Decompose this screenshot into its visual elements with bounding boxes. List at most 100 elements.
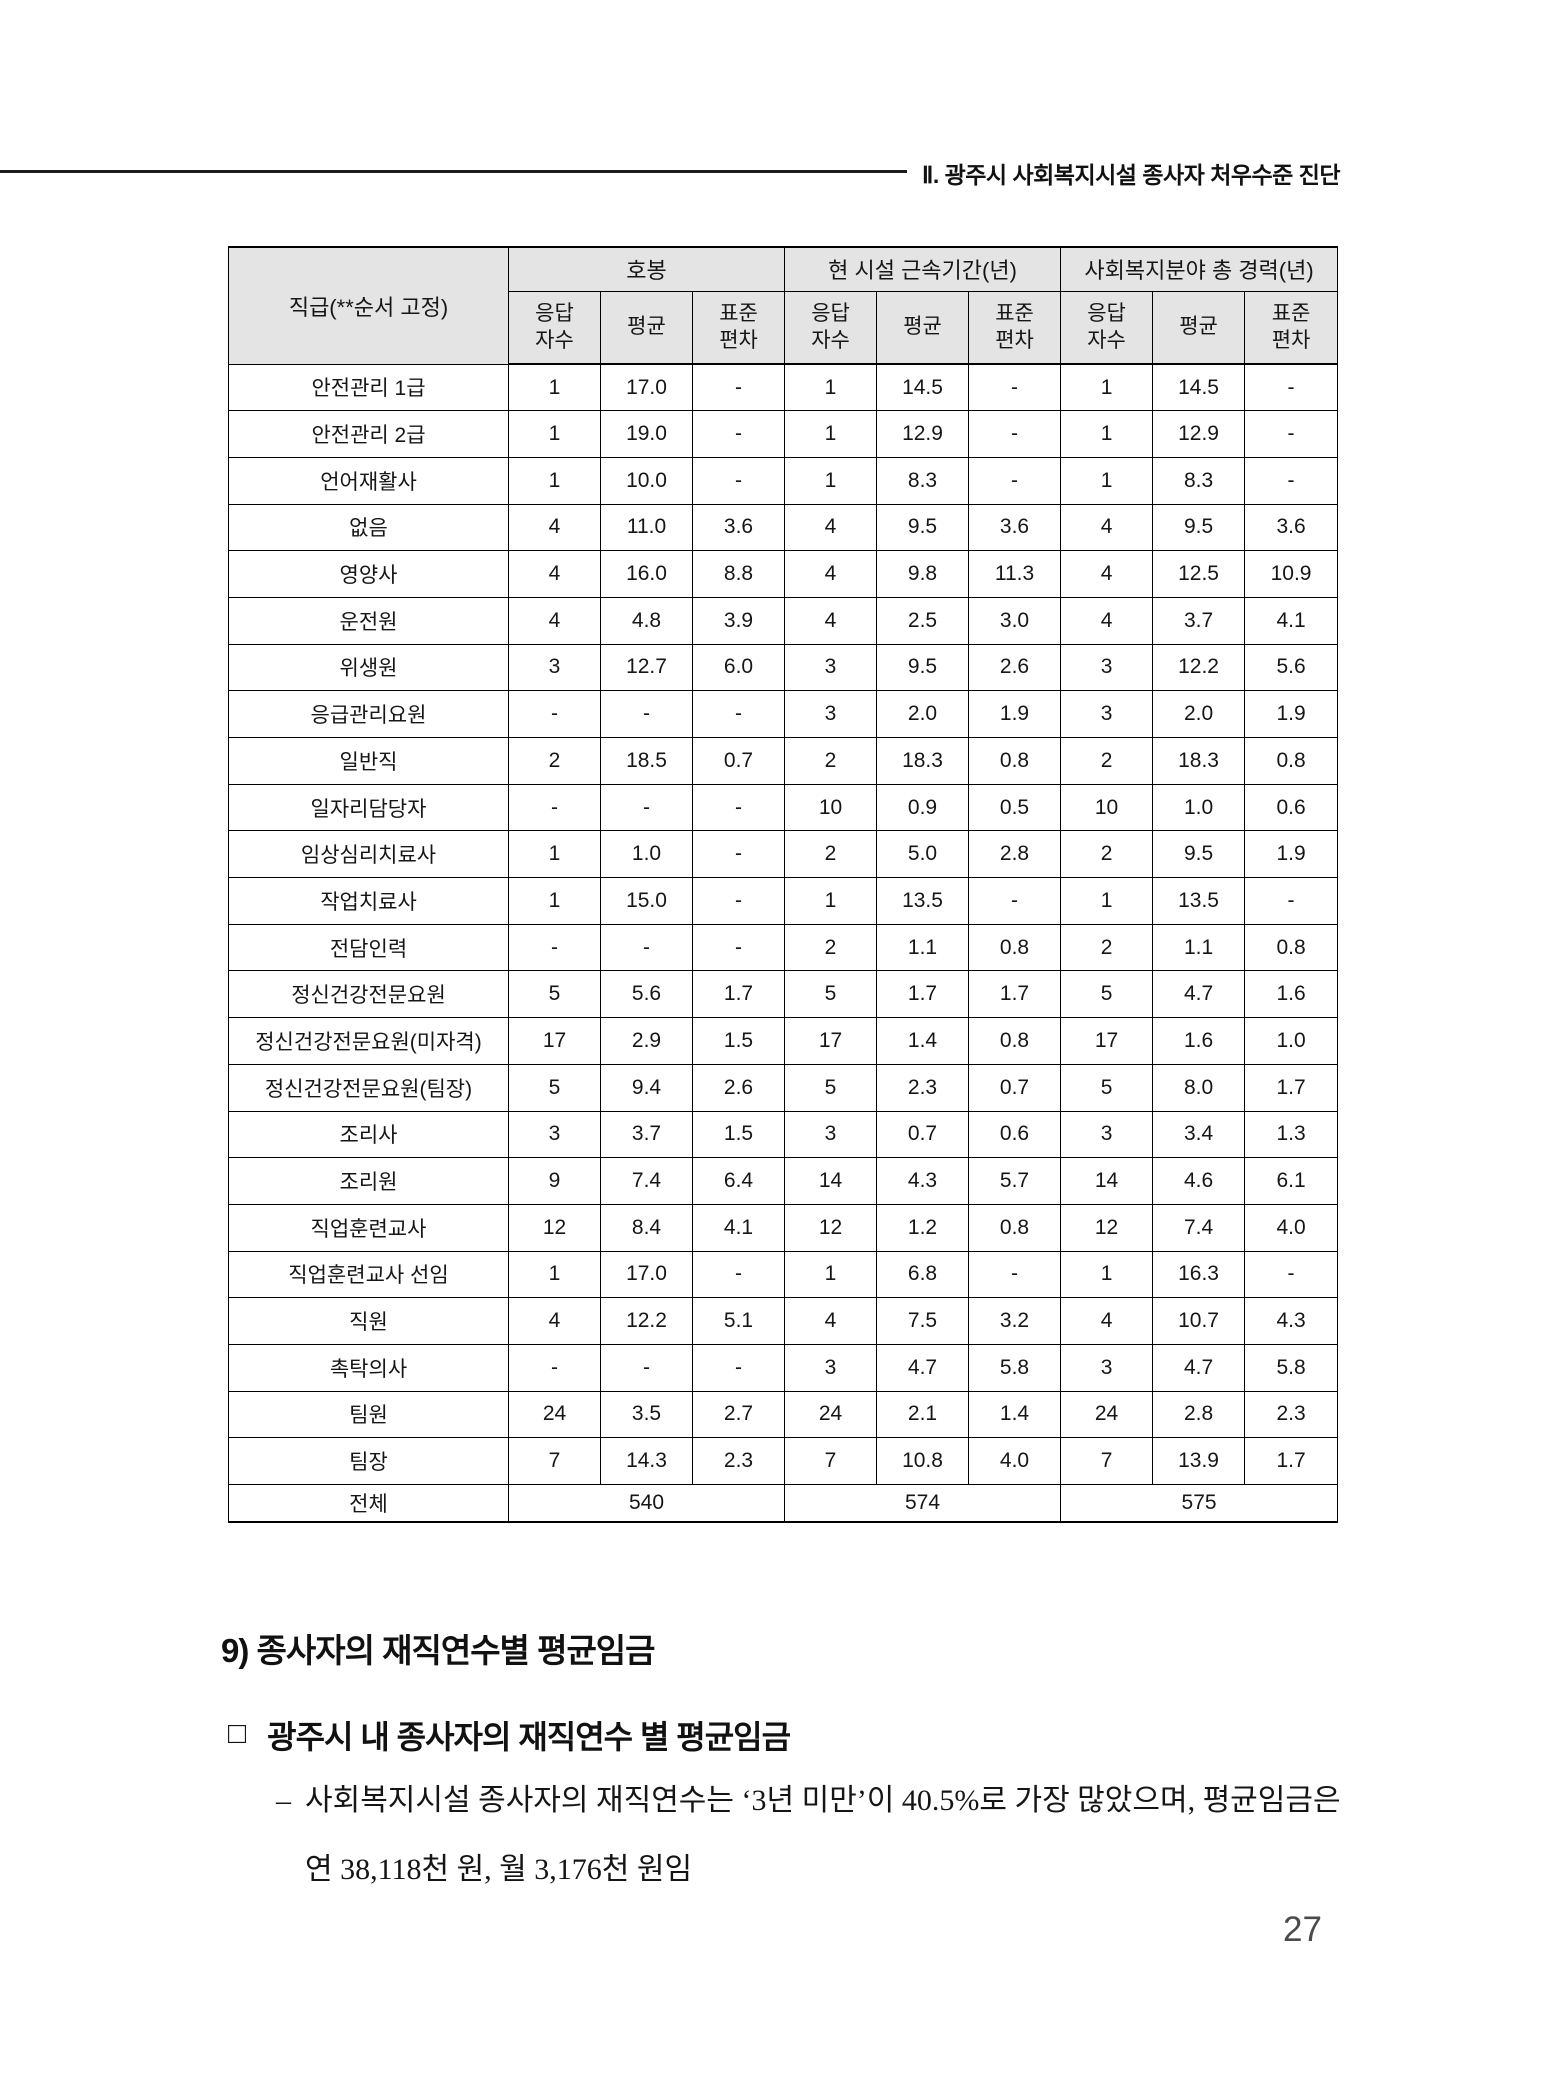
table-total-row: 전체 540 574 575 [228, 1484, 1339, 1522]
value-cell: 2.9 [600, 1017, 693, 1065]
sub-header-row: 응답 자수 평균 표준 편차 응답 자수 평균 표준 편차 응답 자수 평균 표… [229, 290, 1339, 365]
table-row: 직업훈련교사 12 8.4 4.1 12 1.2 0.8 12 7.4 4.0 [228, 1203, 1339, 1252]
value-cell: 1.7 [1244, 1063, 1339, 1112]
value-cell: 18.3 [1152, 737, 1246, 785]
value-cell: 3.0 [968, 596, 1062, 645]
value-cell: 4 [784, 503, 878, 552]
table-row: 일자리담당자 - - -10 0.9 0.5 10 1.0 0.6 [228, 783, 1339, 832]
value-cell: 1.7 [1244, 1437, 1339, 1485]
total-value-cell: 575 [1060, 1484, 1339, 1522]
value-cell: - [691, 456, 786, 505]
value-cell: 1 [508, 410, 601, 458]
value-cell: 4 [508, 550, 601, 598]
value-cell: 3.5 [600, 1390, 693, 1439]
value-cell: 6.8 [876, 1250, 970, 1299]
value-cell: - [600, 923, 693, 972]
value-cell: 1 [508, 877, 601, 925]
value-cell: - [968, 456, 1062, 505]
value-cell: 9.5 [1152, 503, 1246, 552]
value-cell: - [968, 877, 1062, 925]
table-row: 영양사 4 16.0 8.8 4 9.8 11.3 4 12.5 10.9 [228, 550, 1339, 598]
value-cell: - [1244, 456, 1339, 505]
value-cell: 2 [784, 923, 878, 972]
value-cell: 12.2 [600, 1297, 693, 1345]
value-cell: 1.3 [1244, 1110, 1339, 1159]
value-cell: 0.7 [876, 1110, 970, 1159]
value-cell: 5.8 [968, 1343, 1062, 1392]
value-cell: 1.7 [691, 970, 786, 1019]
value-cell: - [1244, 877, 1339, 925]
value-cell: 2.0 [1152, 690, 1246, 738]
value-cell: 3 [784, 1110, 878, 1159]
value-cell: 2.8 [1152, 1390, 1246, 1439]
value-cell: 4.6 [1152, 1157, 1246, 1205]
value-cell: 5.6 [600, 970, 693, 1019]
group-header-total-career: 사회복지분야 총 경력(년) [1060, 246, 1339, 292]
job-title-cell: 정신건강전문요원 [228, 970, 509, 1019]
value-cell: 0.8 [968, 923, 1062, 972]
value-cell: 3.7 [600, 1110, 693, 1159]
value-cell: 1.5 [691, 1110, 786, 1159]
value-cell: 7.4 [600, 1157, 693, 1205]
job-column-header: 직급(**순서 고정) [228, 246, 509, 365]
value-cell: 6.0 [691, 643, 786, 692]
value-cell: 2.3 [691, 1437, 786, 1485]
value-cell: 2.3 [1244, 1390, 1339, 1439]
value-cell: 4 [1060, 503, 1154, 552]
job-title-cell: 촉탁의사 [228, 1343, 509, 1392]
value-cell: 12 [1060, 1203, 1154, 1252]
value-cell: 4.3 [876, 1157, 970, 1205]
value-cell: - [600, 1343, 693, 1392]
value-cell: 5.7 [968, 1157, 1062, 1205]
job-title-cell: 팀원 [228, 1390, 509, 1439]
job-title-cell: 작업치료사 [228, 877, 509, 925]
value-cell: 17 [508, 1017, 601, 1065]
value-cell: 1 [508, 1250, 601, 1299]
value-cell: 17 [1060, 1017, 1154, 1065]
value-cell: 12 [508, 1203, 601, 1252]
value-cell: - [691, 783, 786, 832]
value-cell: 2.6 [968, 643, 1062, 692]
value-cell: 3 [1060, 643, 1154, 692]
value-cell: 2.0 [876, 690, 970, 738]
value-cell: 11.3 [968, 550, 1062, 598]
table-row: 전담인력 - - -2 1.1 0.8 2 1.1 0.8 [228, 923, 1339, 972]
table-row: 작업치료사 1 15.0-1 13.5-1 13.5- [228, 877, 1339, 925]
job-title-cell: 정신건강전문요원(팀장) [228, 1063, 509, 1112]
value-cell: 3 [1060, 690, 1154, 738]
value-cell: 4 [1060, 596, 1154, 645]
value-cell: 1.4 [968, 1390, 1062, 1439]
sub-header-stddev: 표준 편차 [1244, 290, 1339, 365]
value-cell: - [968, 410, 1062, 458]
value-cell: - [691, 877, 786, 925]
value-cell: 2 [784, 737, 878, 785]
table-row: 정신건강전문요원(팀장) 5 9.4 2.6 5 2.3 0.7 5 8.0 1.7 [228, 1063, 1339, 1112]
table-body: 안전관리 1급 1 17.0-1 14.5-1 14.5- 안전관리 2급 1 19.0-1 1… [228, 363, 1339, 1485]
value-cell: 14 [784, 1157, 878, 1205]
value-cell: 0.8 [968, 1203, 1062, 1252]
value-cell: - [1244, 363, 1339, 412]
value-cell: 1 [784, 363, 878, 412]
value-cell: 0.8 [968, 1017, 1062, 1065]
value-cell: 0.8 [968, 737, 1062, 785]
job-title-cell: 조리사 [228, 1110, 509, 1159]
value-cell: 1 [508, 456, 601, 505]
sub-header-mean: 평균 [1152, 290, 1246, 365]
value-cell: 9.8 [876, 550, 970, 598]
value-cell: 4.8 [600, 596, 693, 645]
job-title-cell: 안전관리 1급 [228, 363, 509, 412]
value-cell: 4 [784, 1297, 878, 1345]
value-cell: - [508, 923, 601, 972]
value-cell: 1.7 [968, 970, 1062, 1019]
group-header-row: 직급(**순서 고정) 호봉 현 시설 근속기간(년) 사회복지분야 총 경력(… [228, 246, 1339, 365]
value-cell: 9.5 [876, 503, 970, 552]
table-row: 언어재활사 1 10.0-1 8.3-1 8.3- [228, 456, 1339, 505]
value-cell: - [691, 830, 786, 879]
value-cell: 24 [1060, 1390, 1154, 1439]
job-title-cell: 언어재활사 [228, 456, 509, 505]
job-grade-stats-table: 직급(**순서 고정) 호봉 현 시설 근속기간(년) 사회복지분야 총 경력(… [228, 246, 1339, 1523]
value-cell: 9.5 [876, 643, 970, 692]
value-cell: 18.5 [600, 737, 693, 785]
square-bullet-icon: □ [228, 1717, 246, 1750]
